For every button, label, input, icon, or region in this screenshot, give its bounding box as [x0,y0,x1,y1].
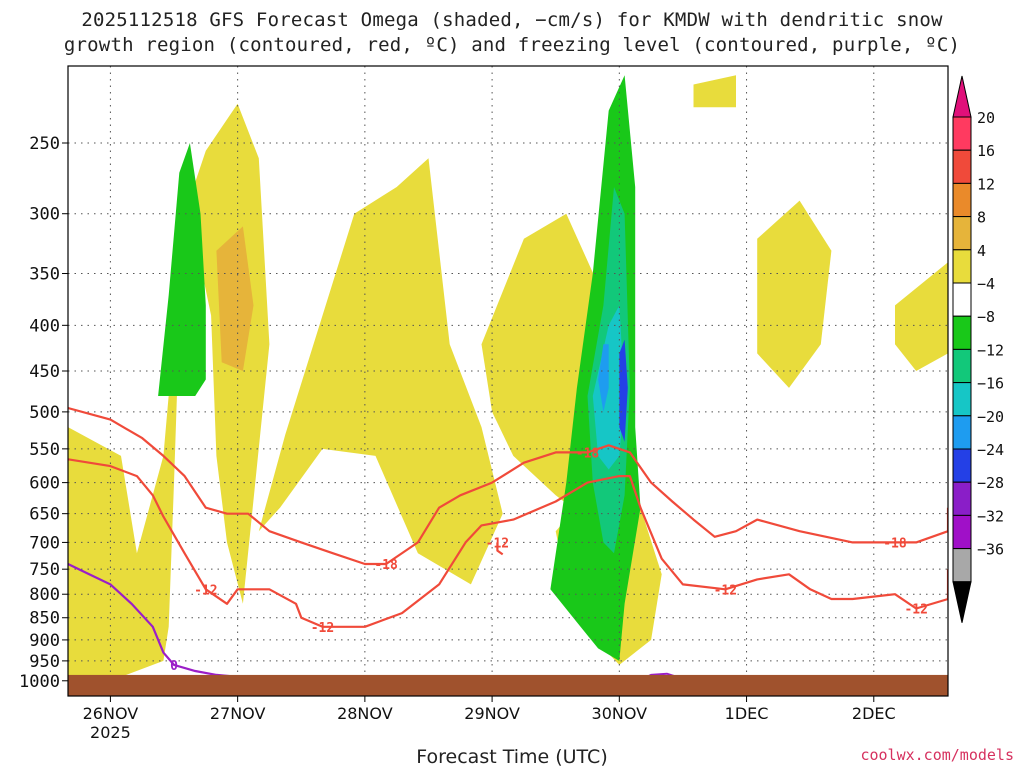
colorbar-swatch-6 [952,315,972,350]
y-tick-label-2: 350 [29,265,60,285]
grid-lines [68,66,948,696]
y-tick-label-6: 550 [29,440,60,460]
y-tick-label-4: 450 [29,362,60,382]
colorbar-label-5: −4 [977,275,995,293]
colorbar-swatch-7 [952,348,972,384]
dgz-contour-1 [68,406,948,566]
colorbar-swatch-10 [952,448,972,483]
y-tick-label-1: 300 [29,205,60,225]
dgz-contour-label-3: -12 [904,603,927,618]
colorbar-swatch-5 [952,282,972,317]
x-axis-title: Forecast Time (UTC) [416,746,608,768]
freezing-level-label: 0 [170,659,178,674]
x-tick-label-6: 2DEC [852,704,896,723]
y-tick-label-10: 750 [29,560,60,580]
dgz-contour-label-2: -12 [714,583,737,598]
dgz-contour-label-5: -18 [883,536,907,551]
colorbar-label-2: 12 [977,175,995,193]
y-tick-label-0: 250 [29,134,60,154]
y-tick-label-13: 900 [29,631,60,651]
colorbar-label-0: 20 [977,109,995,127]
omega-region-13 [619,339,628,442]
chart-title-line-1: 2025112518 GFS Forecast Omega (shaded, −… [81,9,943,31]
dgz-contour-label-0: -12 [194,583,217,598]
colorbar-label-8: −16 [977,375,1004,393]
colorbar-label-12: −32 [977,507,1004,525]
omega-region-6 [693,75,736,108]
contour-layer: -12 -12 -12 -12 -18 -18 -18 -12 0 [68,406,948,681]
plot-frame [67,65,949,697]
colorbar-swatch-11 [952,481,972,516]
colorbar-label-11: −28 [977,474,1004,492]
chart-title-line-2: growth region (contoured, red, ºC) and f… [63,34,961,56]
y-axis: 2503003504004505005506006507007508008509… [19,134,68,692]
y-tick-label-15: 1000 [19,672,60,692]
x-tick-label-4: 30NOV [592,704,648,723]
dgz-contour-label-1: -12 [311,621,334,636]
ground-surface [68,674,948,696]
colorbar-label-10: −24 [977,441,1004,459]
colorbar-label-9: −20 [977,408,1004,426]
colorbar-swatch-2 [952,182,972,218]
omega-region-0 [68,103,270,681]
colorbar-swatch-4 [952,249,972,284]
colorbar-swatch-0 [952,116,972,151]
colorbar-swatch-13 [952,548,972,583]
colorbar-swatch-1 [952,149,972,184]
y-tick-label-5: 500 [29,403,60,423]
x-tick-label-3: 29NOV [464,704,520,723]
omega-region-5 [895,262,948,371]
colorbar-label-6: −8 [977,308,995,326]
y-tick-label-11: 800 [29,585,60,605]
dgz-contour-label-4: -18 [374,558,398,573]
colorbar-top-arrow [952,75,972,118]
x-tick-label-0: 26NOV [83,704,139,723]
colorbar: 20 16 12 8 4 −4 −8 −12 −16 −20 −24 −28 −32 −36 [952,75,1004,623]
dgz-contour-label-7: -12 [486,536,509,551]
x-tick-label-1: 27NOV [210,704,266,723]
colorbar-swatch-9 [952,415,972,450]
credit-link[interactable]: coolwx.com/models [860,746,1014,764]
y-tick-label-7: 600 [29,474,60,494]
omega-region-4 [757,200,832,388]
colorbar-swatch-3 [952,216,972,251]
colorbar-swatch-12 [952,514,972,550]
x-tick-sublabel-0: 2025 [90,723,131,742]
colorbar-label-4: 4 [977,242,986,260]
colorbar-label-3: 8 [977,209,986,227]
colorbar-label-13: −36 [977,541,1004,559]
omega-region-7 [216,226,254,371]
colorbar-swatch-8 [952,382,972,417]
y-tick-label-8: 650 [29,505,60,525]
x-tick-label-5: 1DEC [725,704,769,723]
dgz-contour-0 [68,458,948,628]
y-tick-label-12: 850 [29,609,60,629]
x-tick-label-2: 28NOV [337,704,393,723]
y-tick-label-9: 700 [29,533,60,553]
y-tick-label-14: 950 [29,652,60,672]
plot-border [67,65,949,697]
colorbar-bottom-arrow [952,581,972,623]
omega-region-12 [598,344,609,412]
ground-layer [68,674,948,696]
y-tick-label-3: 400 [29,316,60,336]
omega-region-8 [158,143,206,396]
dgz-contour-2 [496,542,504,556]
dgz-contour-label-6: -18 [576,446,600,461]
colorbar-label-1: 16 [977,142,995,160]
colorbar-label-7: −12 [977,341,1004,359]
